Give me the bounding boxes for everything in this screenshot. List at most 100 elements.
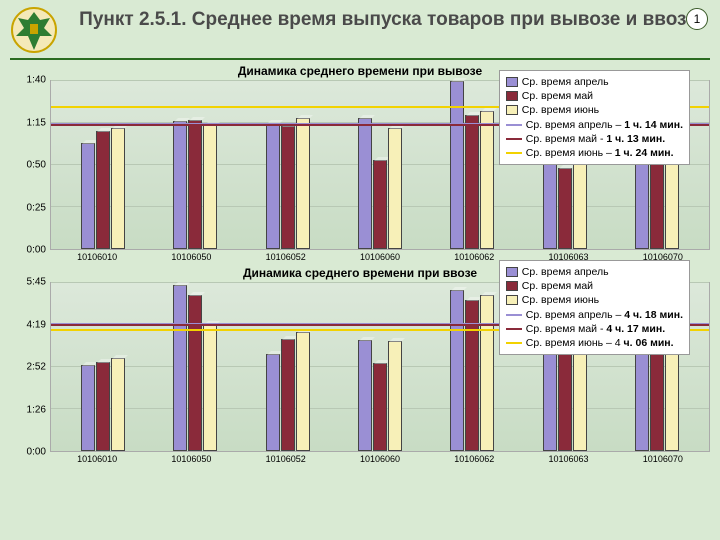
bar-april — [358, 118, 372, 249]
x-label: 10106063 — [521, 452, 615, 464]
bar-april — [81, 365, 95, 451]
bar-may — [188, 295, 202, 451]
legend-item: Ср. время июнь – 4 ч. 06 мин. — [506, 336, 683, 350]
y-tick: 0:00 — [27, 245, 46, 256]
bar-april — [450, 290, 464, 451]
x-label: 10106060 — [333, 250, 427, 262]
bar-may — [281, 126, 295, 249]
bar-june — [480, 111, 494, 249]
y-tick: 5:45 — [27, 277, 46, 288]
y-tick: 2:52 — [27, 362, 46, 373]
legend-label: Ср. время апрель — [522, 265, 609, 279]
legend-line-icon — [506, 314, 522, 316]
x-label: 10106010 — [50, 452, 144, 464]
legend-label: Ср. время май - 1 ч. 13 мин. — [526, 132, 665, 146]
bar-june — [111, 358, 125, 451]
bar-april — [543, 163, 557, 249]
y-tick: 0:25 — [27, 202, 46, 213]
bar-group — [149, 283, 241, 451]
bar-june — [480, 295, 494, 451]
x-label: 10106070 — [616, 452, 710, 464]
legend-line-icon — [506, 328, 522, 330]
legend-item: Ср. время июнь — [506, 293, 683, 307]
legend-label: Ср. время апрель – 1 ч. 14 мин. — [526, 118, 683, 132]
legend-item: Ср. время апрель – 1 ч. 14 мин. — [506, 118, 683, 132]
bar-may — [558, 354, 572, 451]
legend-swatch-icon — [506, 281, 518, 291]
legend-line-icon — [506, 342, 522, 344]
bar-april — [173, 285, 187, 451]
x-label: 10106052 — [239, 250, 333, 262]
legend-label: Ср. время июнь – 4 ч. 06 мин. — [526, 336, 674, 350]
emblem-icon — [10, 6, 58, 54]
legend: Ср. время апрельСр. время майСр. время и… — [499, 260, 690, 355]
bar-april — [266, 354, 280, 451]
legend-item: Ср. время май — [506, 89, 683, 103]
y-tick: 0:00 — [27, 447, 46, 458]
legend-label: Ср. время июнь — [522, 103, 599, 117]
bar-april — [81, 143, 95, 249]
bar-june — [203, 125, 217, 249]
legend-item: Ср. время май — [506, 279, 683, 293]
legend-label: Ср. время апрель – 4 ч. 18 мин. — [526, 308, 683, 322]
legend-swatch-icon — [506, 267, 518, 277]
page-title: Пункт 2.5.1. Среднее время выпуска товар… — [66, 6, 710, 33]
bar-april — [266, 123, 280, 249]
x-label: 10106060 — [333, 452, 427, 464]
legend: Ср. время апрельСр. время майСр. время и… — [499, 70, 690, 165]
bar-group — [334, 283, 426, 451]
bar-may — [558, 168, 572, 249]
bar-may — [281, 339, 295, 451]
legend-label: Ср. время май — [522, 279, 593, 293]
bar-may — [465, 115, 479, 249]
header-divider — [10, 58, 710, 60]
x-label: 10106050 — [144, 250, 238, 262]
legend-swatch-icon — [506, 77, 518, 87]
bar-june — [296, 118, 310, 249]
bar-april — [543, 354, 557, 451]
legend-item: Ср. время апрель — [506, 75, 683, 89]
bar-may — [96, 131, 110, 249]
header: Пункт 2.5.1. Среднее время выпуска товар… — [0, 0, 720, 56]
x-label: 10106050 — [144, 452, 238, 464]
y-tick: 4:19 — [27, 319, 46, 330]
y-tick: 0:50 — [27, 160, 46, 171]
bar-group — [57, 283, 149, 451]
bar-june — [203, 324, 217, 451]
bar-april — [173, 121, 187, 249]
x-label: 10106010 — [50, 250, 144, 262]
y-axis: 0:000:250:501:151:40 — [10, 80, 50, 250]
legend-item: Ср. время май - 4 ч. 17 мин. — [506, 322, 683, 336]
legend-item: Ср. время апрель – 4 ч. 18 мин. — [506, 308, 683, 322]
bar-june — [388, 341, 402, 451]
page-number: 1 — [686, 8, 708, 30]
y-axis: 0:001:262:524:195:45 — [10, 282, 50, 452]
legend-line-icon — [506, 152, 522, 154]
legend-swatch-icon — [506, 105, 518, 115]
x-label: 10106062 — [427, 452, 521, 464]
bar-group — [242, 283, 334, 451]
y-tick: 1:15 — [27, 117, 46, 128]
legend-label: Ср. время апрель — [522, 75, 609, 89]
bar-may — [373, 363, 387, 451]
legend-item: Ср. время июнь — [506, 103, 683, 117]
chart-export: Динамика среднего времени при вывозе0:00… — [10, 64, 710, 262]
bar-may — [373, 160, 387, 249]
bar-may — [188, 120, 202, 249]
legend-swatch-icon — [506, 91, 518, 101]
legend-label: Ср. время май — [522, 89, 593, 103]
bar-june — [111, 128, 125, 249]
legend-item: Ср. время апрель — [506, 265, 683, 279]
legend-swatch-icon — [506, 295, 518, 305]
legend-label: Ср. время июнь – 1 ч. 24 мин. — [526, 146, 674, 160]
legend-label: Ср. время май - 4 ч. 17 мин. — [526, 322, 665, 336]
x-axis: 1010601010106050101060521010606010106062… — [10, 452, 710, 464]
y-tick: 1:40 — [27, 75, 46, 86]
bar-june — [388, 128, 402, 249]
legend-item: Ср. время июнь – 1 ч. 24 мин. — [506, 146, 683, 160]
x-label: 10106052 — [239, 452, 333, 464]
bar-june — [296, 332, 310, 451]
chart-import: Динамика среднего времени при ввозе0:001… — [10, 266, 710, 464]
y-tick: 1:26 — [27, 404, 46, 415]
legend-line-icon — [506, 124, 522, 126]
